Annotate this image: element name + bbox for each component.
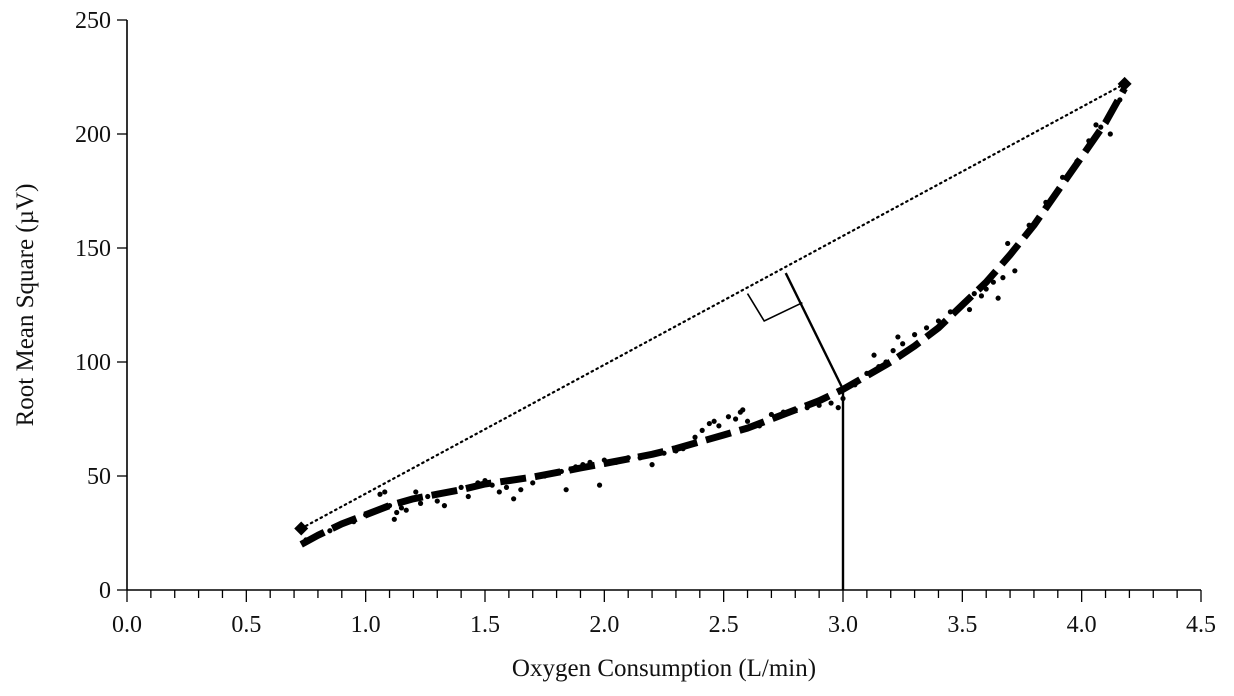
data-point xyxy=(699,427,705,433)
data-point xyxy=(425,493,431,500)
data-point xyxy=(441,503,448,509)
perpendicular-line xyxy=(784,272,845,390)
x-axis-label: Oxygen Consumption (L/min) xyxy=(512,655,816,682)
data-point xyxy=(530,480,536,486)
y-tick-label: 150 xyxy=(75,236,111,262)
right-angle-marker xyxy=(746,293,803,323)
data-point xyxy=(871,352,877,358)
x-tick-label: 3.5 xyxy=(947,612,977,638)
data-point xyxy=(1098,124,1104,130)
data-point xyxy=(740,407,746,413)
x-axis-ticks: 0.0 0.5 1.0 1.5 2.0 2.5 3.0 3.5 4.0 4.5 xyxy=(112,590,1216,638)
data-point xyxy=(596,482,603,488)
data-point xyxy=(692,434,698,440)
dotted-reference-line xyxy=(300,82,1126,530)
data-point xyxy=(458,484,464,490)
x-tick-label: 3.0 xyxy=(828,612,858,638)
data-point xyxy=(900,341,906,347)
endpoint-marker xyxy=(1117,76,1132,91)
data-point xyxy=(413,489,419,495)
data-point xyxy=(1107,131,1113,137)
y-tick-label: 0 xyxy=(99,578,111,604)
x-tick-label: 4.0 xyxy=(1067,612,1097,638)
data-point xyxy=(995,295,1001,301)
data-point xyxy=(465,493,471,500)
y-tick-label: 50 xyxy=(87,464,111,490)
data-point xyxy=(895,334,901,340)
data-point xyxy=(327,528,333,534)
data-point xyxy=(434,498,440,504)
data-point xyxy=(382,489,388,495)
data-point xyxy=(403,507,409,513)
y-axis-ticks: 0 50 100 150 200 250 xyxy=(75,8,127,604)
data-point xyxy=(828,400,834,406)
data-point xyxy=(966,306,973,313)
endpoint-marker xyxy=(294,521,309,536)
data-point xyxy=(990,279,996,285)
data-point xyxy=(1000,275,1006,281)
data-point xyxy=(912,332,918,338)
data-point xyxy=(971,291,977,297)
data-point xyxy=(1012,268,1018,274)
data-point xyxy=(511,496,517,502)
data-point xyxy=(711,418,717,424)
data-point xyxy=(377,491,383,497)
x-tick-label: 1.0 xyxy=(351,612,381,638)
data-point xyxy=(835,405,841,411)
data-point xyxy=(890,348,896,354)
data-point xyxy=(391,516,397,522)
data-point xyxy=(744,418,751,424)
data-point xyxy=(518,487,524,493)
plot-area xyxy=(294,76,1132,590)
data-point xyxy=(716,423,722,429)
data-point xyxy=(706,420,712,427)
x-tick-label: 0.0 xyxy=(112,612,142,638)
x-tick-label: 2.5 xyxy=(709,612,739,638)
data-point xyxy=(398,505,405,511)
x-tick-label: 0.5 xyxy=(231,612,261,638)
data-point xyxy=(1093,122,1099,128)
data-point xyxy=(733,416,739,422)
x-tick-label: 4.5 xyxy=(1186,612,1216,638)
y-tick-label: 200 xyxy=(75,122,111,148)
data-point xyxy=(978,293,985,299)
data-point xyxy=(503,484,510,490)
data-point xyxy=(394,509,400,516)
y-tick-label: 100 xyxy=(75,350,111,376)
x-tick-label: 2.0 xyxy=(589,612,619,638)
y-axis-label: Root Mean Square (µV) xyxy=(12,184,39,427)
data-point xyxy=(563,487,569,493)
x-tick-label: 1.5 xyxy=(470,612,500,638)
data-point xyxy=(496,489,502,495)
data-point xyxy=(649,462,655,468)
data-point xyxy=(725,414,732,420)
data-point xyxy=(1005,240,1011,247)
data-point xyxy=(417,500,424,506)
y-tick-label: 250 xyxy=(75,8,111,34)
fitted-curve xyxy=(299,86,1128,548)
axes xyxy=(126,20,1201,591)
data-point xyxy=(923,325,930,331)
